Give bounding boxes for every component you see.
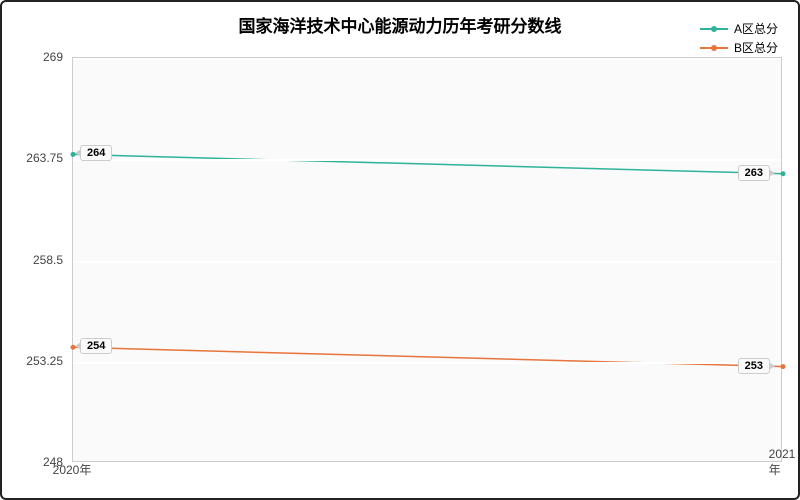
data-label: 253 bbox=[738, 358, 770, 374]
legend-item-b: B区总分 bbox=[700, 39, 778, 56]
y-tick-label: 253.25 bbox=[13, 354, 63, 368]
y-tick-label: 258.5 bbox=[13, 253, 63, 267]
chart-title: 国家海洋技术中心能源动力历年考研分数线 bbox=[2, 12, 798, 37]
y-tick-label: 263.75 bbox=[13, 151, 63, 165]
legend-item-a: A区总分 bbox=[700, 20, 778, 37]
data-label: 263 bbox=[738, 165, 770, 181]
series-line bbox=[73, 154, 783, 173]
legend-swatch-b bbox=[700, 47, 728, 49]
data-label: 264 bbox=[80, 145, 112, 161]
gridline-h bbox=[73, 58, 781, 60]
gridline-h bbox=[73, 362, 781, 364]
data-point bbox=[781, 364, 786, 369]
chart-container: 国家海洋技术中心能源动力历年考研分数线 A区总分 B区总分 248253.252… bbox=[0, 0, 800, 500]
legend-label-b: B区总分 bbox=[734, 39, 778, 56]
y-tick-label: 269 bbox=[13, 50, 63, 64]
legend-swatch-a bbox=[700, 28, 728, 30]
data-point bbox=[781, 171, 786, 176]
gridline-h bbox=[73, 463, 781, 465]
x-tick-label: 2021年 bbox=[769, 447, 796, 478]
legend: A区总分 B区总分 bbox=[700, 20, 778, 58]
data-label: 254 bbox=[80, 338, 112, 354]
legend-label-a: A区总分 bbox=[734, 20, 778, 37]
x-tick-label: 2020年 bbox=[53, 461, 92, 478]
gridline-h bbox=[73, 159, 781, 161]
gridline-h bbox=[73, 261, 781, 263]
plot-area bbox=[72, 57, 782, 462]
